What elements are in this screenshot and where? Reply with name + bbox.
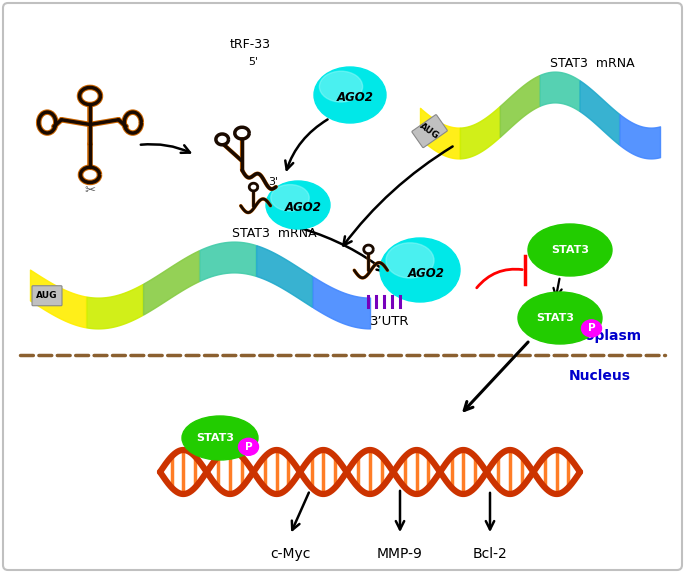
Ellipse shape xyxy=(582,320,601,337)
Text: c-Myc: c-Myc xyxy=(270,547,310,561)
Text: STAT3  mRNA: STAT3 mRNA xyxy=(551,57,635,70)
FancyBboxPatch shape xyxy=(32,286,62,306)
Text: AUG: AUG xyxy=(419,121,441,141)
Text: AGO2: AGO2 xyxy=(408,266,445,280)
Text: STAT3: STAT3 xyxy=(551,245,589,255)
Text: STAT3: STAT3 xyxy=(536,313,574,323)
Ellipse shape xyxy=(319,71,362,102)
Text: AGO2: AGO2 xyxy=(337,91,374,104)
Ellipse shape xyxy=(386,243,434,278)
Ellipse shape xyxy=(238,438,258,456)
Ellipse shape xyxy=(380,238,460,302)
Text: Bcl-2: Bcl-2 xyxy=(473,547,508,561)
Text: 3': 3' xyxy=(268,177,278,187)
Ellipse shape xyxy=(314,67,386,123)
Text: STAT3  mRNA: STAT3 mRNA xyxy=(232,227,317,240)
Text: P: P xyxy=(588,323,595,333)
Text: 3’UTR: 3’UTR xyxy=(371,315,410,328)
Text: AUG: AUG xyxy=(36,291,58,300)
Text: ✂: ✂ xyxy=(84,185,96,198)
Text: Cytoplasm: Cytoplasm xyxy=(559,329,641,343)
Text: tRF-33: tRF-33 xyxy=(229,38,271,51)
Ellipse shape xyxy=(266,181,330,229)
FancyBboxPatch shape xyxy=(3,3,682,570)
Ellipse shape xyxy=(528,224,612,276)
Text: STAT3: STAT3 xyxy=(196,433,234,443)
Text: MMP-9: MMP-9 xyxy=(377,547,423,561)
FancyArrowPatch shape xyxy=(477,269,522,288)
FancyBboxPatch shape xyxy=(412,115,447,148)
Ellipse shape xyxy=(518,292,602,344)
Ellipse shape xyxy=(271,185,309,211)
Text: Nucleus: Nucleus xyxy=(569,369,631,383)
Text: 5': 5' xyxy=(248,57,258,67)
Text: AGO2: AGO2 xyxy=(284,201,321,214)
Ellipse shape xyxy=(182,416,258,460)
Text: P: P xyxy=(245,442,252,452)
